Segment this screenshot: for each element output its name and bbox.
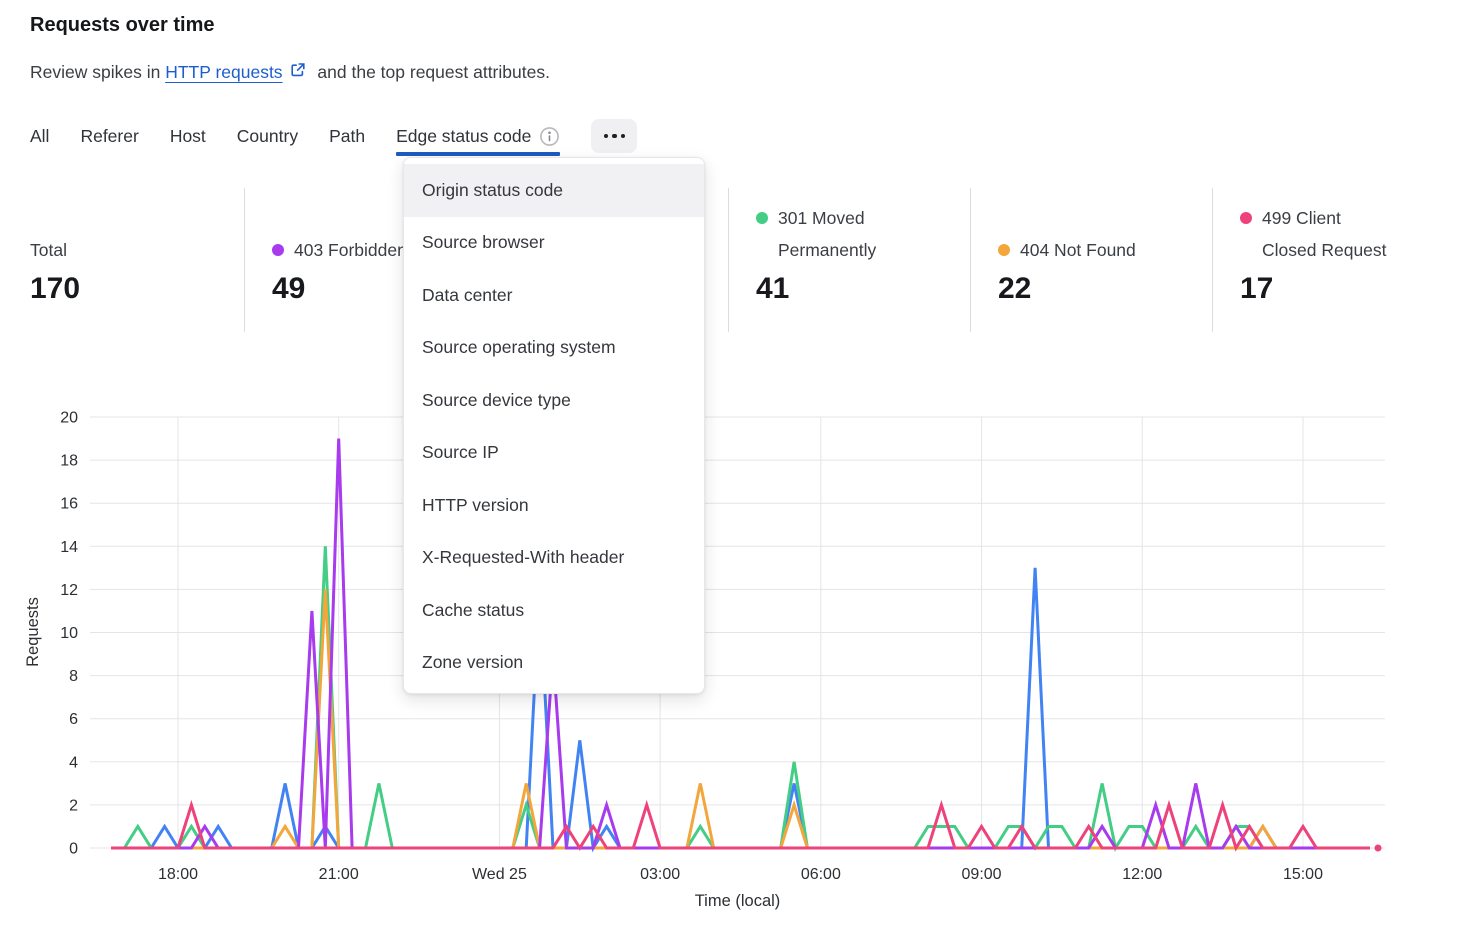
axis-tick-labels: 0 2 4 6 8 10 12 14 16 18 20 18:00 21:00 Wed 25 03:00 06… xyxy=(60,410,1323,884)
x-tick-label: 06:00 xyxy=(801,866,841,883)
series-color-dot xyxy=(756,212,768,224)
page-title: Requests over time xyxy=(30,14,215,36)
stat-value: 41 xyxy=(756,272,790,305)
stat-value: 17 xyxy=(1240,272,1274,305)
y-tick-label: 20 xyxy=(60,410,78,427)
y-tick-label: 8 xyxy=(69,668,78,685)
series-end-dot xyxy=(1374,844,1382,852)
stat-divider xyxy=(1212,188,1213,332)
x-tick-label: 12:00 xyxy=(1122,866,1162,883)
y-tick-label: 18 xyxy=(60,453,78,470)
stat-label: 403 Forbidden xyxy=(272,234,502,266)
x-tick-label: 21:00 xyxy=(319,866,359,883)
menu-item-source-ip[interactable]: Source IP xyxy=(422,442,499,463)
menu-item-data-center[interactable]: Data center xyxy=(422,284,513,305)
stat-card-403-forbidden[interactable]: 403 Forbidden 49 xyxy=(272,190,502,310)
y-tick-label: 4 xyxy=(69,754,78,771)
stat-value: 22 xyxy=(998,272,1032,305)
series-line-499-client-closed-request[interactable] xyxy=(111,799,1370,852)
stat-divider xyxy=(728,188,729,332)
stat-label: Total xyxy=(30,240,67,260)
stat-card-301-moved-permanently[interactable]: 301 Moved Permanently 41 xyxy=(756,190,986,310)
menu-item-cache-status[interactable]: Cache status xyxy=(422,599,525,620)
y-tick-label: 12 xyxy=(60,582,78,599)
more-tabs-button[interactable] xyxy=(591,119,638,153)
y-tick-label: 14 xyxy=(60,539,78,556)
stat-label: 301 Moved Permanently xyxy=(756,202,986,266)
x-axis-title: Time (local) xyxy=(695,892,781,910)
stat-card-total[interactable]: Total 170 xyxy=(30,190,260,310)
stat-label: 404 Not Found xyxy=(998,234,1228,266)
axis-titles: Requests Time (local) xyxy=(24,597,780,910)
stat-label: 499 Client Closed Request xyxy=(1240,202,1458,266)
external-link-icon xyxy=(290,62,306,83)
series-color-dot xyxy=(998,244,1010,256)
menu-item-x-requested-with-header[interactable]: X-Requested-With header xyxy=(422,547,625,568)
stat-value: 49 xyxy=(272,272,306,305)
y-tick-label: 10 xyxy=(60,625,78,642)
attribute-menu: Origin status code Source browser Data cen… xyxy=(403,157,705,694)
y-tick-label: 16 xyxy=(60,496,78,513)
tab-path[interactable]: Path xyxy=(329,125,366,146)
http-requests-link[interactable]: HTTP requests xyxy=(165,62,283,82)
x-tick-label: 03:00 xyxy=(640,866,680,883)
ellipsis-icon xyxy=(603,133,609,139)
x-tick-label: 15:00 xyxy=(1283,866,1323,883)
stat-card-499-client-closed-request[interactable]: 499 Client Closed Request 17 xyxy=(1240,190,1458,310)
stat-divider xyxy=(970,188,971,332)
subtitle-text: Review spikes in xyxy=(30,62,166,82)
menu-item-source-browser[interactable]: Source browser xyxy=(422,232,545,253)
x-tick-label: Wed 25 xyxy=(472,866,527,883)
tab-referer[interactable]: Referer xyxy=(80,125,139,146)
menu-item-source-device-type[interactable]: Source device type xyxy=(422,389,571,410)
x-tick-label: 18:00 xyxy=(158,866,198,883)
tab-host[interactable]: Host xyxy=(169,125,206,146)
x-tick-label: 09:00 xyxy=(962,866,1002,883)
info-icon[interactable] xyxy=(539,126,560,147)
menu-item-http-version[interactable]: HTTP version xyxy=(422,494,529,515)
tab-country[interactable]: Country xyxy=(236,125,299,146)
y-tick-label: 0 xyxy=(69,841,78,858)
menu-item-origin-status-code[interactable]: Origin status code xyxy=(404,164,704,217)
y-tick-label: 6 xyxy=(69,711,78,728)
menu-item-zone-version[interactable]: Zone version xyxy=(422,652,524,673)
series-line-403-forbidden[interactable] xyxy=(111,438,1370,850)
series-color-dot xyxy=(272,244,284,256)
y-axis-title: Requests xyxy=(24,597,42,667)
stat-divider xyxy=(244,188,245,332)
y-tick-label: 2 xyxy=(69,797,78,814)
attribute-tabs: All Referer Host Country Path Edge statu… xyxy=(30,118,638,156)
subtitle-text: and the top request attributes. xyxy=(312,62,550,82)
series-color-dot xyxy=(1240,212,1252,224)
tab-all[interactable]: All xyxy=(30,125,50,146)
menu-item-source-operating-system[interactable]: Source operating system xyxy=(422,337,616,358)
stat-value: 170 xyxy=(30,272,81,305)
tab-edge-status-code[interactable]: Edge status code xyxy=(396,118,561,156)
subtitle: Review spikes in HTTP requests and the t… xyxy=(30,62,550,83)
stat-card-404-not-found[interactable]: 404 Not Found 22 xyxy=(998,190,1228,310)
